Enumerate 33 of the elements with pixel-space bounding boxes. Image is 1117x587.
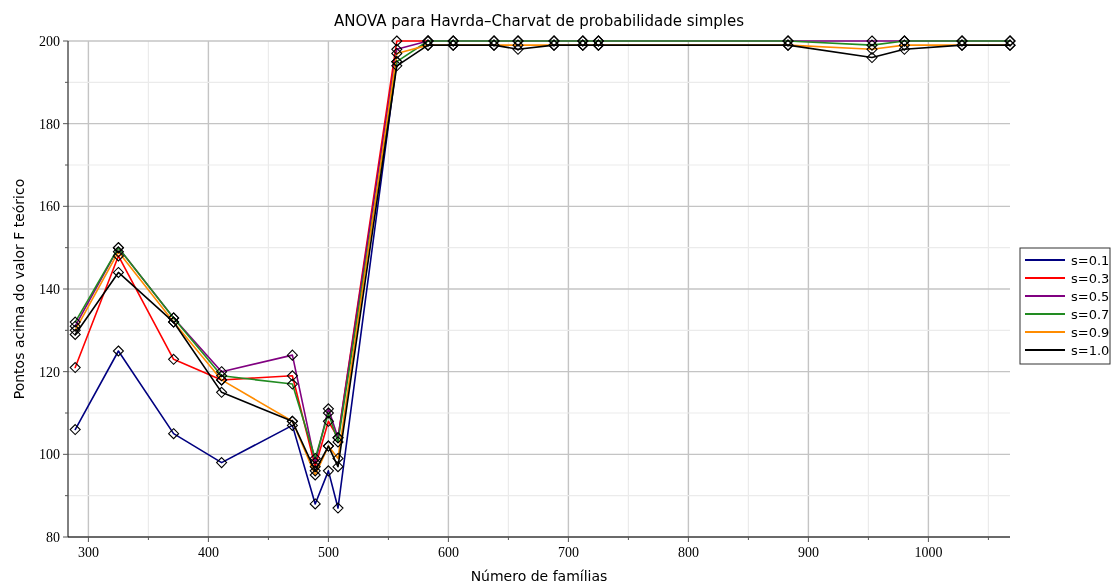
x-tick-label: 800 xyxy=(677,545,699,560)
y-tick-label: 180 xyxy=(39,116,60,132)
x-tick-label: 400 xyxy=(197,545,219,560)
y-tick-label: 140 xyxy=(39,282,60,297)
legend-label: s=0.7 xyxy=(1071,307,1110,322)
x-tick-label: 900 xyxy=(797,545,819,560)
chart-title: ANOVA para Havrda–Charvat de probabilidade simples xyxy=(333,12,745,30)
legend-label: s=1.0 xyxy=(1071,343,1110,358)
point xyxy=(309,465,321,477)
y-tick-label: 200 xyxy=(39,34,60,49)
point xyxy=(332,461,344,473)
x-tick-label: 600 xyxy=(437,545,459,560)
x-tick-label: 300 xyxy=(77,545,99,560)
y-tick-label: 100 xyxy=(39,447,60,463)
point xyxy=(866,51,878,64)
x-tick-label: 1000 xyxy=(914,545,943,560)
point xyxy=(112,266,124,279)
y-axis-title: Pontos acima do valor F teórico xyxy=(11,178,27,400)
legend-label: s=0.5 xyxy=(1071,289,1110,304)
point xyxy=(216,386,228,398)
y-tick-label: 80 xyxy=(46,530,60,545)
point xyxy=(898,43,910,55)
legend-label: s=0.3 xyxy=(1071,271,1110,286)
point xyxy=(391,60,403,72)
x-axis-title: Número de famílias xyxy=(470,568,608,584)
legend-label: s=0.1 xyxy=(1071,253,1110,268)
x-tick-label: 500 xyxy=(317,545,339,560)
legend-label: s=0.9 xyxy=(1071,325,1110,340)
y-tick-label: 120 xyxy=(39,364,60,380)
point xyxy=(512,43,524,55)
point xyxy=(69,328,81,341)
x-tick-label: 700 xyxy=(557,545,579,560)
y-tick-label: 160 xyxy=(39,199,60,215)
